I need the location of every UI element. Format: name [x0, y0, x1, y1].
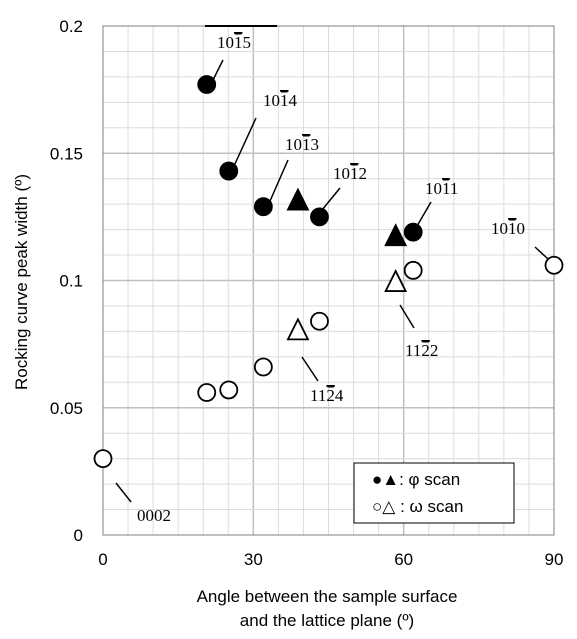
leader-line-1122 — [399, 304, 415, 329]
leader-line-1013 — [269, 159, 289, 202]
plane-label-1012: 1012 — [333, 164, 367, 183]
omega-scan-circle-point — [219, 380, 239, 400]
omega-scan-triangle-point — [286, 317, 310, 341]
y-tick-label: 0 — [74, 526, 83, 545]
data-points — [93, 75, 564, 469]
y-axis-title: Rocking curve peak width (º) — [12, 174, 31, 390]
leader-lines — [115, 59, 549, 503]
x-tick-label: 90 — [545, 550, 564, 569]
x-tick-label: 30 — [244, 550, 263, 569]
y-tick-label: 0.2 — [59, 17, 83, 36]
omega-scan-circle-point — [544, 255, 564, 275]
phi-scan-circle-point — [197, 75, 217, 94]
leader-line-1014 — [233, 117, 257, 167]
y-tick-label: 0.1 — [59, 272, 83, 291]
plane-label-1014: 1014 — [263, 91, 298, 110]
leader-line-1010 — [534, 246, 549, 260]
y-tick-labels: 0 0.05 0.1 0.15 0.2 — [50, 17, 83, 545]
plane-label-0002: 0002 — [137, 506, 171, 525]
x-tick-label: 0 — [98, 550, 107, 569]
plane-label-1122: 1122 — [405, 341, 438, 360]
leader-line-1124 — [301, 356, 319, 382]
y-tick-label: 0.15 — [50, 144, 83, 163]
plane-labels: 1015 1014 1013 1012 1011 1010 1124 1122 0002 — [137, 33, 525, 525]
phi-scan-triangle-point — [384, 223, 408, 247]
plane-label-1013: 1013 — [285, 135, 319, 154]
phi-scan-circle-point — [219, 161, 239, 181]
x-tick-labels: 0 30 60 90 — [98, 550, 563, 569]
plane-label-1124: 1124 — [310, 386, 344, 405]
omega-scan-triangle-point — [384, 269, 408, 292]
phi-scan-circle-point — [310, 207, 329, 227]
phi-scan-circle-point — [403, 222, 423, 242]
leader-line-0002 — [115, 482, 132, 503]
legend-box — [353, 462, 515, 524]
leader-line-1012 — [321, 187, 341, 211]
legend-entry-phi: ●▲: φ scan — [372, 470, 460, 489]
leader-line-1015 — [212, 59, 224, 81]
legend-entry-omega: ○△ : ω scan — [372, 497, 463, 516]
omega-scan-circle-point — [93, 449, 113, 469]
phi-scan-triangle-point — [286, 187, 310, 211]
x-tick-label: 60 — [394, 550, 413, 569]
legend: ●▲: φ scan ○△ : ω scan — [353, 462, 515, 524]
x-axis-title-line-2: and the lattice plane (º) — [240, 611, 414, 630]
plane-label-1015: 1015 — [217, 33, 251, 52]
leader-line-1011 — [416, 201, 432, 227]
plane-label-1011: 1011 — [425, 179, 458, 198]
omega-scan-circle-point — [310, 311, 329, 331]
omega-scan-circle-point — [197, 383, 217, 402]
plot-frame — [102, 25, 555, 536]
gridlines — [103, 26, 554, 535]
y-tick-label: 0.05 — [50, 399, 83, 418]
omega-scan-circle-point — [253, 357, 273, 377]
plane-label-1010: 1010 — [491, 219, 525, 238]
omega-scan-circle-point — [403, 260, 423, 280]
phi-scan-circle-point — [253, 197, 273, 217]
x-axis-title-line-1: Angle between the sample surface — [197, 587, 458, 606]
